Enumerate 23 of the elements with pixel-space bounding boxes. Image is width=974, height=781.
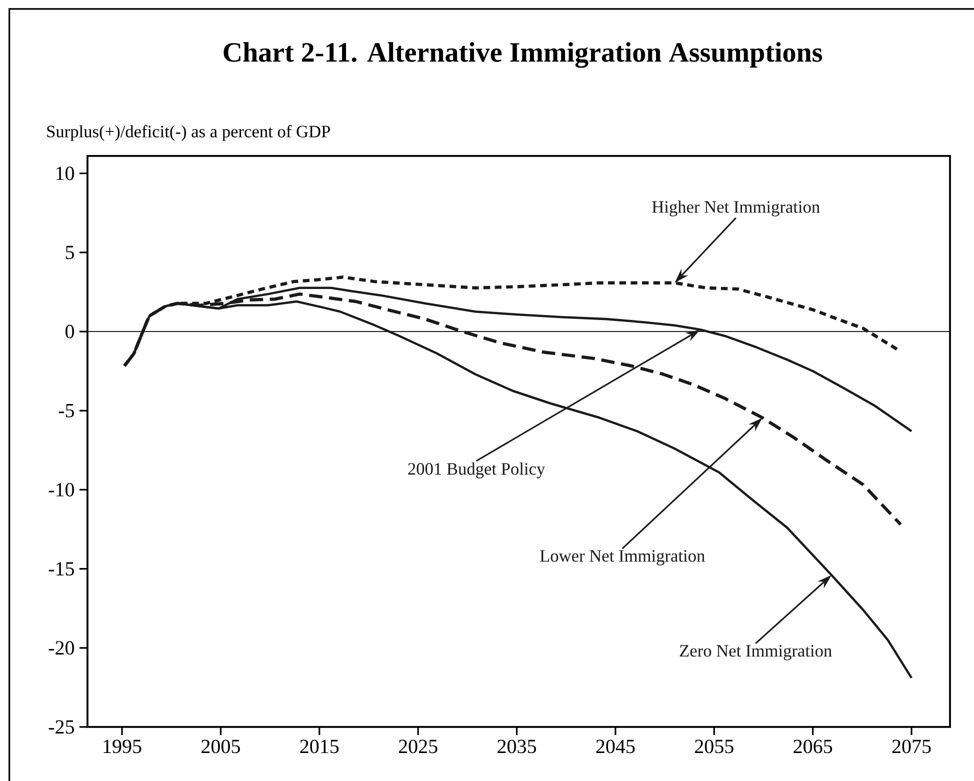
y-tick-label: -25 — [48, 720, 74, 734]
y-tick-label: 0 — [66, 324, 74, 338]
x-tick-label: 2065 — [794, 740, 832, 754]
x-tick-label: 2015 — [300, 740, 339, 754]
x-tick-label: 2075 — [892, 740, 931, 754]
text: Lower Net Immigration — [540, 550, 705, 566]
text: 2001 Budget Policy — [408, 462, 546, 478]
y-tick-label: 5 — [66, 246, 74, 260]
y-tick-label: 10 — [56, 166, 74, 180]
x-tick-label: 2025 — [398, 740, 438, 754]
x-tick-label: 2005 — [202, 740, 240, 754]
x-tick-label: 2035 — [498, 740, 536, 754]
x-tick-label: 1995 — [104, 740, 142, 754]
y-axis-title: Surplus(+)/deficit(-) as a percent of GDP — [47, 125, 330, 141]
text: Zero Net Immigration — [680, 645, 832, 660]
x-tick-label: 2045 — [596, 740, 635, 754]
y-tick-label: -10 — [48, 482, 74, 496]
y-tick-label: -5 — [58, 404, 74, 418]
y-tick-label: -15 — [48, 562, 74, 576]
chart-title: Chart 2-11. Alternative Immigration Assumptions — [224, 42, 822, 68]
x-tick-label: 2055 — [695, 740, 734, 754]
y-tick-label: -20 — [48, 641, 74, 655]
text: Higher Net Immigration — [652, 200, 820, 216]
